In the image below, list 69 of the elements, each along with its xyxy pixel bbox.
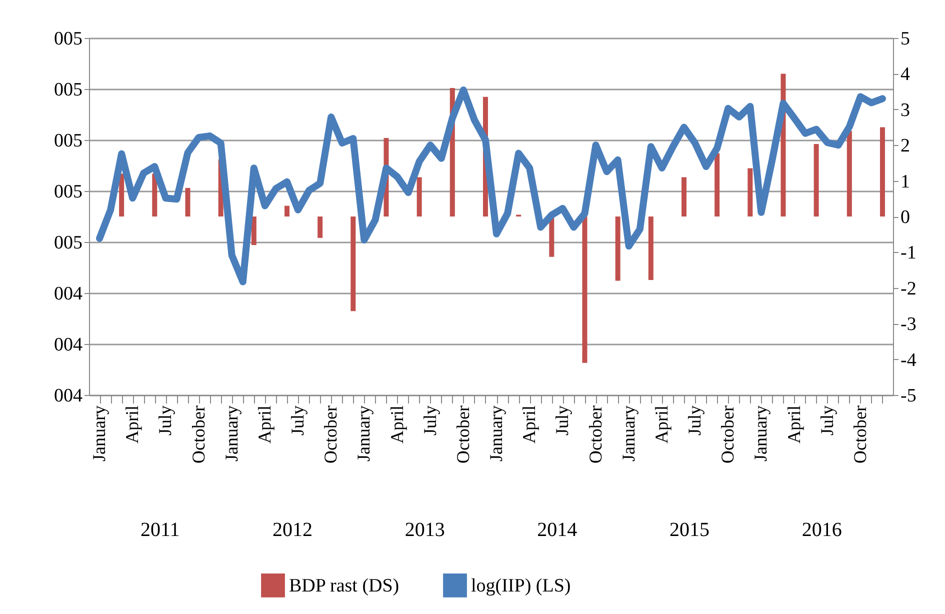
x-tick-label: April: [122, 406, 142, 444]
x-tick-label: January: [618, 406, 638, 462]
text: 2011: [140, 519, 180, 541]
y2-tick-label: 0: [900, 207, 910, 228]
x-tick-label: October: [452, 406, 473, 464]
bar: [714, 153, 720, 216]
text: 2013: [404, 519, 445, 541]
y-tick-label: 004: [54, 334, 83, 356]
y2-tick-label: -1: [900, 242, 916, 264]
x-tick-label: October: [718, 406, 738, 464]
x-tick-label: January: [750, 406, 771, 462]
bar: [284, 206, 290, 216]
bar: [748, 168, 753, 216]
y2-tick-label: -4: [900, 350, 917, 371]
x-tick-label: January: [354, 406, 374, 462]
text: 2014: [537, 519, 578, 541]
y2-tick-label: 4: [900, 64, 910, 86]
bar: [549, 216, 554, 257]
x-tick-label: October: [850, 406, 870, 464]
x-tick-label: July: [155, 406, 176, 436]
y2-tick-label: -5: [900, 386, 916, 406]
x-tick-label: April: [519, 406, 540, 444]
x-tick-label: July: [420, 406, 440, 436]
x-tick-label: July: [288, 406, 308, 436]
x-tick-label: January: [486, 406, 506, 462]
x-tick-label: January: [89, 406, 110, 462]
bar: [185, 188, 190, 216]
x-tick-label: July: [552, 406, 572, 436]
y2-tick-label: 2: [900, 136, 910, 157]
bar: [846, 130, 852, 216]
bar: [814, 144, 819, 216]
y-tick-label: 005: [54, 182, 82, 202]
y2-tick-label: -3: [900, 314, 916, 336]
y2-tick-label: 5: [900, 28, 910, 50]
bar: [416, 177, 422, 216]
bar: [681, 177, 686, 216]
y-tick-label: 004: [54, 386, 83, 406]
bar: [582, 216, 588, 363]
bar: [880, 127, 885, 216]
x-tick-label: April: [784, 406, 804, 444]
text: 2012: [272, 519, 312, 541]
legend-label: BDP rast (DS): [289, 575, 400, 596]
text: 2016: [802, 519, 842, 541]
y2-tick-label: -2: [900, 278, 916, 300]
y-tick-label: 005: [54, 28, 82, 50]
y2-tick-label: 1: [900, 171, 910, 192]
bar: [251, 216, 256, 246]
x-tick-label: July: [816, 406, 837, 436]
bar: [615, 216, 620, 281]
y-tick-label: 005: [54, 232, 82, 254]
x-tick-label: October: [585, 406, 606, 464]
x-tick-label: April: [254, 406, 274, 444]
x-tick-label: April: [651, 406, 672, 444]
x-tick-label: October: [320, 406, 341, 464]
bar: [119, 174, 124, 216]
x-tick-label: October: [188, 406, 208, 464]
legend-label: log(IIP) (LS): [471, 575, 571, 596]
bar: [648, 216, 654, 280]
text: 2015: [670, 519, 710, 541]
x-tick-label: April: [386, 406, 407, 444]
bar: [318, 216, 323, 238]
y-tick-label: 005: [54, 130, 82, 152]
x-tick-label: January: [221, 406, 242, 462]
bar: [350, 216, 356, 312]
bar: [152, 174, 158, 216]
y-tick-label: 005: [54, 80, 82, 100]
y-tick-label: 004: [54, 284, 83, 304]
y2-tick-label: 3: [900, 100, 910, 121]
x-tick-label: July: [684, 406, 705, 436]
